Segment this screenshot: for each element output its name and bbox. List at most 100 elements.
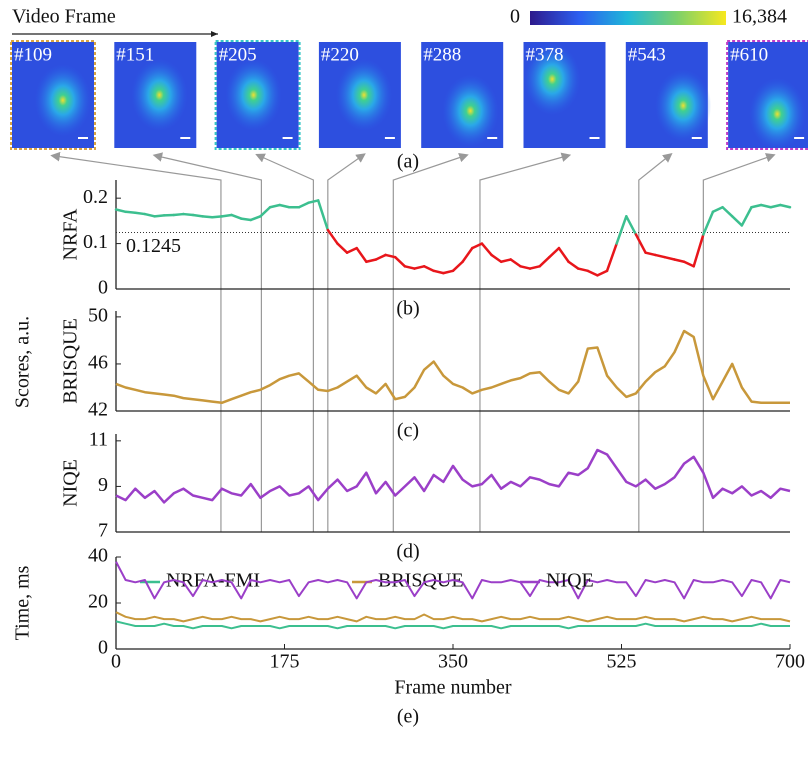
thumbnail-body bbox=[655, 69, 712, 142]
line-segment bbox=[114, 208, 127, 214]
frame-connector bbox=[479, 152, 572, 532]
x-tick-label: 700 bbox=[775, 651, 805, 673]
line-segment bbox=[134, 211, 147, 216]
frame-connector bbox=[255, 153, 314, 532]
panel-label: (e) bbox=[397, 706, 419, 728]
thumbnail-label: #151 bbox=[116, 44, 154, 65]
thumbnail-label: #109 bbox=[14, 44, 52, 65]
thumbnail-border bbox=[726, 40, 808, 150]
line-segment bbox=[403, 265, 416, 270]
x-tick-label: 525 bbox=[607, 651, 637, 673]
thumbnail-body bbox=[336, 59, 392, 131]
line-segment bbox=[307, 199, 320, 204]
thumbnail-label: #220 bbox=[321, 44, 359, 65]
line-segment bbox=[393, 255, 407, 268]
line-segment bbox=[230, 213, 243, 220]
line-segment bbox=[615, 215, 628, 245]
y-tick-label: 40 bbox=[88, 545, 108, 567]
thumbnail-label: #543 bbox=[628, 44, 666, 65]
header: Video Frame bbox=[12, 6, 116, 28]
line-segment bbox=[451, 260, 464, 273]
y-tick-label: 46 bbox=[88, 352, 108, 374]
series-line bbox=[115, 329, 790, 405]
frame-connector bbox=[327, 153, 366, 532]
line-segment bbox=[499, 258, 513, 263]
line-segment bbox=[268, 203, 281, 209]
frame-connector bbox=[702, 153, 776, 532]
line-segment bbox=[557, 246, 570, 263]
panel-label: (a) bbox=[397, 151, 419, 173]
line-segment bbox=[490, 253, 503, 263]
panel-label: (d) bbox=[396, 541, 419, 563]
legend-label: NRFA-FMI bbox=[166, 570, 260, 592]
colorbar bbox=[530, 11, 726, 25]
frame-connector bbox=[392, 152, 469, 532]
line-segment bbox=[730, 215, 744, 227]
line-segment bbox=[365, 258, 378, 263]
thumbnail-body bbox=[34, 64, 91, 137]
frame-connector bbox=[152, 152, 262, 532]
line-segment bbox=[239, 217, 253, 222]
frame-connector bbox=[638, 152, 673, 532]
line-segment bbox=[326, 228, 339, 245]
line-segment bbox=[153, 214, 166, 218]
y-axis-label: Time, ms bbox=[12, 565, 34, 640]
panel-label: (b) bbox=[396, 298, 419, 320]
series-line bbox=[115, 561, 791, 600]
legend-label: NIQE bbox=[546, 570, 594, 592]
line-segment bbox=[769, 203, 782, 209]
line-segment bbox=[721, 206, 734, 218]
y-tick-label: 11 bbox=[89, 428, 108, 450]
line-segment bbox=[374, 253, 387, 261]
y-tick-label: 20 bbox=[88, 591, 108, 613]
colorbar-label: 16,384 bbox=[732, 6, 787, 28]
line-segment bbox=[740, 206, 753, 227]
x-tick-label: 0 bbox=[111, 651, 121, 673]
line-segment bbox=[759, 203, 772, 209]
line-segment bbox=[528, 265, 541, 270]
line-segment bbox=[143, 212, 156, 218]
line-segment bbox=[692, 233, 705, 268]
thumbnail-label: #288 bbox=[423, 44, 461, 65]
y-axis-label: BRISQUE bbox=[60, 318, 82, 404]
y-tick-label: 0 bbox=[98, 277, 108, 299]
series-line bbox=[115, 611, 791, 623]
line-segment bbox=[548, 246, 561, 259]
line-segment bbox=[422, 265, 435, 273]
x-tick-label: 175 bbox=[270, 651, 300, 673]
line-segment bbox=[384, 253, 397, 259]
line-segment bbox=[336, 242, 349, 254]
y-tick-label: 0.1 bbox=[83, 231, 108, 253]
threshold-label: 0.1245 bbox=[126, 235, 181, 257]
line-segment bbox=[586, 269, 599, 277]
y-tick-label: 0 bbox=[98, 637, 108, 659]
line-segment bbox=[220, 213, 233, 218]
line-segment bbox=[345, 246, 358, 254]
panel-label: (c) bbox=[397, 420, 419, 442]
line-segment bbox=[259, 206, 272, 218]
thumbnail-label: #378 bbox=[526, 44, 564, 65]
line-segment bbox=[249, 215, 262, 222]
line-segment bbox=[182, 212, 195, 217]
y-tick-label: 7 bbox=[98, 520, 108, 542]
line-segment bbox=[644, 251, 657, 257]
line-segment bbox=[779, 203, 792, 209]
thumbnail-body bbox=[524, 43, 581, 116]
thumbnail-body bbox=[225, 59, 282, 131]
line-segment bbox=[750, 203, 763, 209]
y-tick-label: 42 bbox=[88, 399, 108, 421]
line-segment bbox=[605, 242, 618, 273]
y-axis-label: NIQE bbox=[60, 459, 82, 507]
line-segment bbox=[673, 258, 686, 263]
series-line bbox=[115, 448, 791, 504]
line-segment bbox=[625, 215, 638, 236]
thumbnail-body bbox=[131, 59, 188, 131]
line-segment bbox=[201, 215, 214, 219]
line-segment bbox=[172, 212, 185, 217]
y-tick-label: 50 bbox=[88, 304, 108, 326]
thumbnail-label: #610 bbox=[730, 44, 768, 65]
line-segment bbox=[432, 269, 445, 275]
line-segment bbox=[519, 265, 532, 270]
thumbnail-border bbox=[10, 40, 96, 150]
